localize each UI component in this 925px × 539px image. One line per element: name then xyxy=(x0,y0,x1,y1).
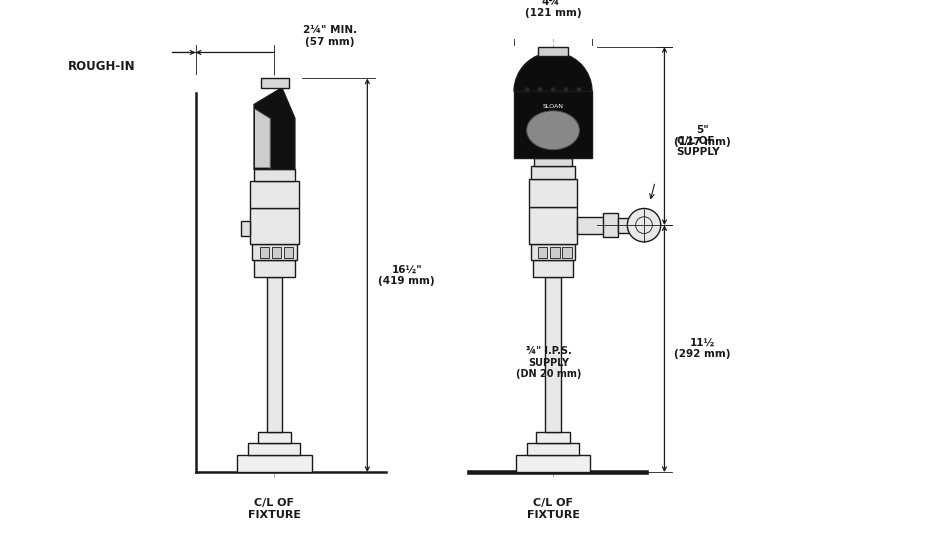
Circle shape xyxy=(550,87,555,92)
Text: ¾" I.P.S.
SUPPLY
(DN 20 mm): ¾" I.P.S. SUPPLY (DN 20 mm) xyxy=(516,346,581,379)
Text: 11½
(292 mm): 11½ (292 mm) xyxy=(673,338,730,360)
Bar xyxy=(536,432,570,444)
Bar xyxy=(272,247,281,258)
Bar xyxy=(538,47,568,56)
Circle shape xyxy=(537,87,542,92)
Bar xyxy=(562,247,572,258)
Bar xyxy=(535,158,572,166)
Text: 4¾"
(121 mm): 4¾" (121 mm) xyxy=(524,0,581,18)
Bar xyxy=(538,247,548,258)
Bar xyxy=(533,260,574,277)
Bar xyxy=(238,455,312,472)
Text: ROUGH-IN: ROUGH-IN xyxy=(68,60,136,73)
Bar xyxy=(531,166,575,179)
Bar xyxy=(577,217,605,233)
Circle shape xyxy=(563,87,568,92)
Bar xyxy=(249,444,301,455)
Bar xyxy=(254,169,295,181)
Text: 16½"
(419 mm): 16½" (419 mm) xyxy=(378,265,435,286)
Text: C/L OF
SUPPLY: C/L OF SUPPLY xyxy=(676,136,721,157)
Wedge shape xyxy=(514,52,592,92)
Circle shape xyxy=(627,209,660,242)
Bar xyxy=(258,432,291,444)
Text: SLOAN: SLOAN xyxy=(543,103,563,109)
Bar xyxy=(514,92,592,158)
Bar xyxy=(516,455,590,472)
Text: 2¼" MIN.
(57 mm): 2¼" MIN. (57 mm) xyxy=(303,25,357,47)
Circle shape xyxy=(524,87,529,92)
Bar xyxy=(253,244,297,260)
Text: C/L OF
FIXTURE: C/L OF FIXTURE xyxy=(248,498,301,520)
Bar xyxy=(260,247,269,258)
Bar xyxy=(251,181,299,209)
Text: 5"
(127 mm): 5" (127 mm) xyxy=(673,125,731,147)
Bar xyxy=(241,222,251,236)
Ellipse shape xyxy=(526,111,579,150)
Bar xyxy=(529,179,577,206)
Polygon shape xyxy=(255,109,270,168)
Bar xyxy=(603,213,618,237)
Bar xyxy=(550,247,560,258)
Bar xyxy=(267,277,282,432)
Bar xyxy=(254,260,295,277)
Polygon shape xyxy=(254,88,295,169)
Circle shape xyxy=(576,87,581,92)
Text: C/L OF
FIXTURE: C/L OF FIXTURE xyxy=(526,498,580,520)
Bar xyxy=(251,209,299,244)
Bar xyxy=(529,206,577,244)
Bar xyxy=(618,218,629,233)
Bar xyxy=(284,247,293,258)
Bar xyxy=(262,79,290,88)
Bar xyxy=(527,444,579,455)
Bar xyxy=(545,277,561,432)
Bar xyxy=(531,244,575,260)
